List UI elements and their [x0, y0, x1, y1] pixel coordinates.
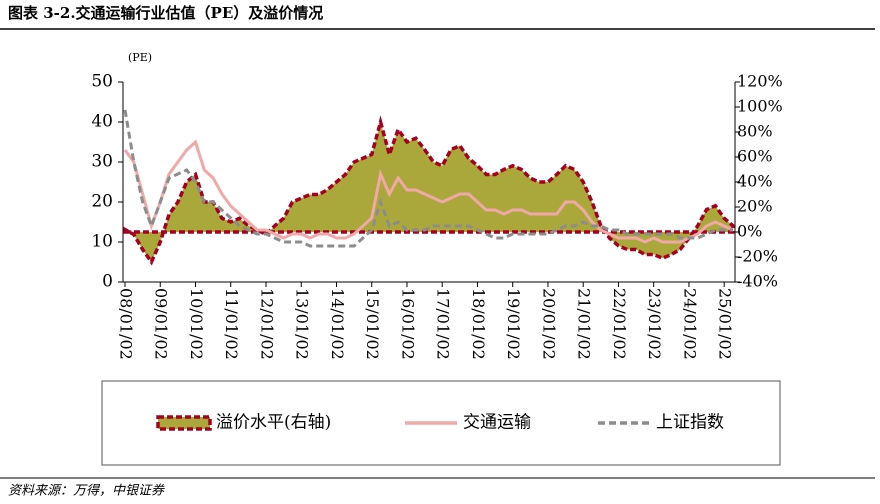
y-axis-label: (PE)	[128, 51, 152, 64]
y-tick-label: 30	[91, 152, 113, 172]
x-tick-label: 16/01/02	[398, 288, 417, 360]
series-line	[123, 109, 733, 248]
y2-tick-label: 120%	[737, 72, 783, 91]
x-tick-label: 17/01/02	[434, 288, 453, 360]
x-tick-label: 15/01/02	[363, 288, 382, 360]
x-tick-label: 11/01/02	[222, 288, 241, 360]
y2-tick-label: 20%	[737, 197, 773, 216]
source: 资料来源：万得，中银证券	[8, 484, 165, 499]
legend-swatch	[156, 415, 212, 431]
legend-box	[101, 380, 781, 466]
legend-label: 交通运输	[463, 413, 531, 433]
y-tick-label: 50	[91, 72, 113, 92]
y2-tick-label: 80%	[737, 122, 773, 141]
y2-tick-label: 40%	[737, 172, 773, 191]
y-tick-label: 0	[102, 272, 113, 292]
x-tick-label: 13/01/02	[293, 288, 312, 360]
series-line	[123, 139, 734, 244]
legend-label: 溢价水平(右轴)	[216, 413, 331, 433]
x-tick-label: 10/01/02	[187, 288, 206, 360]
y2-tick-label: 100%	[737, 97, 783, 116]
y2-tick-label: 0%	[737, 222, 762, 241]
x-tick-label: 24/01/02	[680, 288, 699, 360]
y2-tick-label: -20%	[737, 247, 778, 266]
y2-tick-label: -40%	[737, 272, 778, 291]
y-tick-label: 40	[91, 112, 113, 132]
x-tick-label: 14/01/02	[328, 288, 347, 360]
x-tick-label: 25/01/02	[716, 288, 735, 360]
x-tick-label: 08/01/02	[117, 288, 136, 360]
y2-tick-label: 60%	[737, 147, 773, 166]
chart-title: 图表 3-2.交通运输行业估值（PE）及溢价情况	[8, 4, 323, 22]
x-tick-label: 12/01/02	[257, 288, 276, 360]
x-tick-label: 22/01/02	[610, 288, 629, 360]
x-tick-label: 18/01/02	[469, 288, 488, 360]
x-tick-label: 21/01/02	[575, 288, 594, 360]
y-tick-label: 20	[91, 192, 113, 212]
x-tick-label: 09/01/02	[152, 288, 171, 360]
premium-area	[123, 115, 735, 266]
x-tick-label: 19/01/02	[504, 288, 523, 360]
x-tick-label: 23/01/02	[645, 288, 664, 360]
legend-label: 上证指数	[656, 413, 724, 433]
x-tick-label: 20/01/02	[539, 288, 558, 360]
y-tick-label: 10	[91, 232, 113, 252]
